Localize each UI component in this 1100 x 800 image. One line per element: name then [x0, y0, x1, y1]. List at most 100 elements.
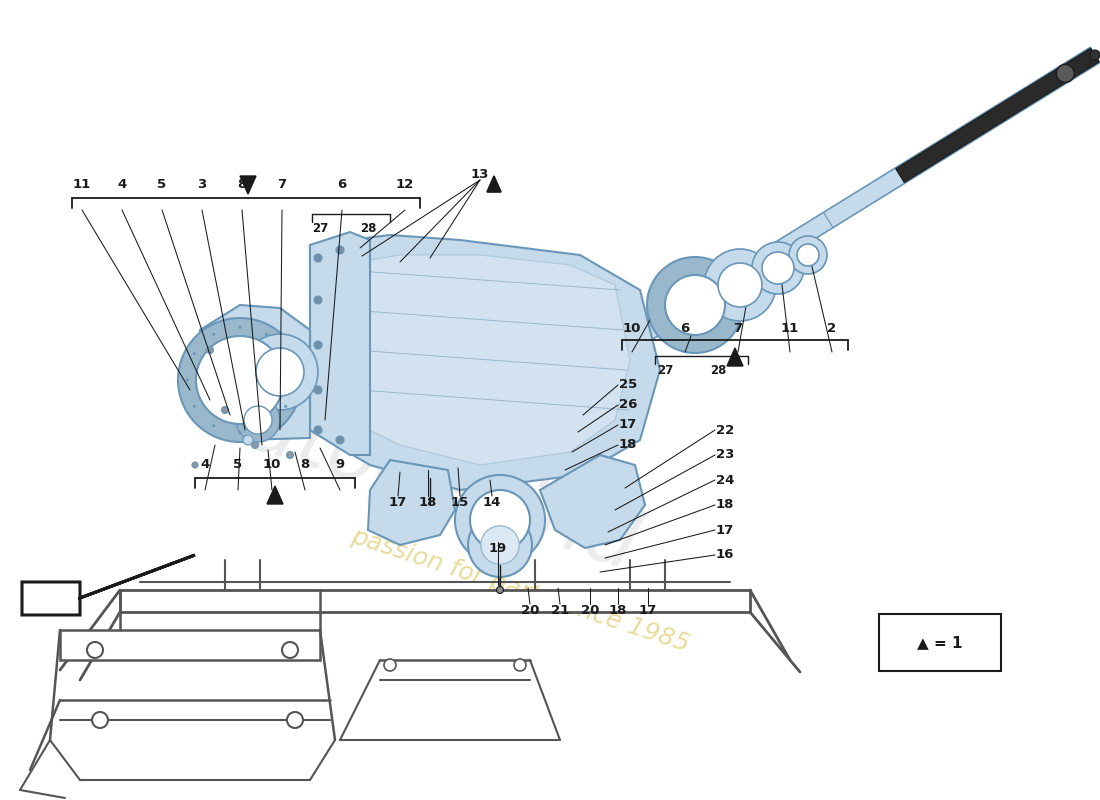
Text: 22: 22	[716, 423, 734, 437]
Text: 6: 6	[681, 322, 690, 334]
Text: passion for parts since 1985: passion for parts since 1985	[348, 524, 692, 656]
Text: 17: 17	[716, 523, 734, 537]
Polygon shape	[605, 47, 1100, 362]
Polygon shape	[340, 255, 630, 465]
Polygon shape	[240, 176, 256, 194]
Text: 23: 23	[716, 449, 734, 462]
Circle shape	[252, 442, 258, 449]
Polygon shape	[200, 305, 310, 440]
Text: 25: 25	[619, 378, 637, 391]
Circle shape	[704, 249, 776, 321]
Text: 3: 3	[197, 178, 207, 190]
Text: 28: 28	[710, 363, 726, 377]
Circle shape	[243, 435, 253, 445]
Polygon shape	[487, 176, 500, 192]
Circle shape	[496, 586, 504, 594]
Text: 11: 11	[781, 322, 799, 334]
Text: 4: 4	[118, 178, 127, 190]
Text: 11: 11	[73, 178, 91, 190]
Circle shape	[514, 659, 526, 671]
Text: 18: 18	[608, 603, 627, 617]
Text: 17: 17	[639, 603, 657, 617]
Circle shape	[192, 462, 198, 468]
Text: 15: 15	[451, 495, 469, 509]
Text: 7: 7	[277, 178, 287, 190]
Text: 18: 18	[716, 498, 734, 511]
Text: 10: 10	[623, 322, 641, 334]
Polygon shape	[368, 460, 455, 545]
Text: 17: 17	[389, 495, 407, 509]
Circle shape	[292, 378, 294, 382]
Text: 8: 8	[238, 178, 246, 190]
Circle shape	[92, 712, 108, 728]
Text: 10: 10	[263, 458, 282, 471]
Circle shape	[718, 263, 762, 307]
Circle shape	[192, 352, 196, 355]
Polygon shape	[310, 235, 660, 490]
Text: 28: 28	[360, 222, 376, 234]
Polygon shape	[22, 555, 195, 615]
Circle shape	[286, 451, 294, 458]
Circle shape	[336, 246, 344, 254]
Circle shape	[239, 431, 242, 434]
Circle shape	[468, 513, 532, 577]
Text: 21: 21	[551, 603, 569, 617]
Text: 18: 18	[419, 495, 437, 509]
Text: 19: 19	[488, 542, 507, 554]
Polygon shape	[540, 455, 645, 548]
Circle shape	[752, 242, 804, 294]
Circle shape	[256, 348, 304, 396]
Text: 26: 26	[619, 398, 637, 411]
Text: 20: 20	[520, 603, 539, 617]
Polygon shape	[120, 590, 750, 612]
Circle shape	[265, 424, 268, 427]
Text: 5: 5	[233, 458, 243, 471]
Text: 18: 18	[619, 438, 637, 451]
Text: 6: 6	[338, 178, 346, 190]
Circle shape	[284, 405, 287, 408]
Text: 5: 5	[157, 178, 166, 190]
Text: 17: 17	[619, 418, 637, 431]
Circle shape	[239, 326, 242, 329]
Circle shape	[314, 296, 322, 304]
Circle shape	[284, 352, 287, 355]
Circle shape	[1090, 50, 1100, 60]
Text: 16: 16	[716, 549, 734, 562]
Circle shape	[186, 378, 189, 382]
Circle shape	[481, 526, 519, 564]
Text: 27: 27	[657, 363, 673, 377]
Text: 20: 20	[581, 603, 600, 617]
Text: 13: 13	[471, 169, 490, 182]
Circle shape	[789, 236, 827, 274]
Circle shape	[212, 424, 216, 427]
Circle shape	[87, 642, 103, 658]
Text: 4: 4	[200, 458, 210, 471]
Text: 7: 7	[734, 322, 742, 334]
Circle shape	[207, 346, 213, 354]
Circle shape	[178, 318, 303, 442]
Circle shape	[384, 659, 396, 671]
Circle shape	[236, 398, 280, 442]
Circle shape	[798, 244, 820, 266]
Polygon shape	[60, 630, 320, 660]
Text: autogevind: autogevind	[192, 373, 648, 587]
Text: ▲ = 1: ▲ = 1	[917, 635, 962, 650]
Circle shape	[470, 490, 530, 550]
Circle shape	[242, 334, 318, 410]
Circle shape	[314, 386, 322, 394]
Circle shape	[212, 333, 216, 336]
Text: 14: 14	[483, 495, 502, 509]
Circle shape	[314, 426, 322, 434]
Circle shape	[192, 405, 196, 408]
Circle shape	[455, 475, 544, 565]
Circle shape	[666, 275, 725, 335]
Circle shape	[196, 336, 284, 424]
Circle shape	[265, 333, 268, 336]
Circle shape	[314, 254, 322, 262]
Circle shape	[244, 406, 272, 434]
Circle shape	[221, 406, 229, 414]
Polygon shape	[895, 48, 1099, 182]
Text: 27: 27	[312, 222, 328, 234]
Circle shape	[282, 642, 298, 658]
Polygon shape	[267, 486, 283, 504]
